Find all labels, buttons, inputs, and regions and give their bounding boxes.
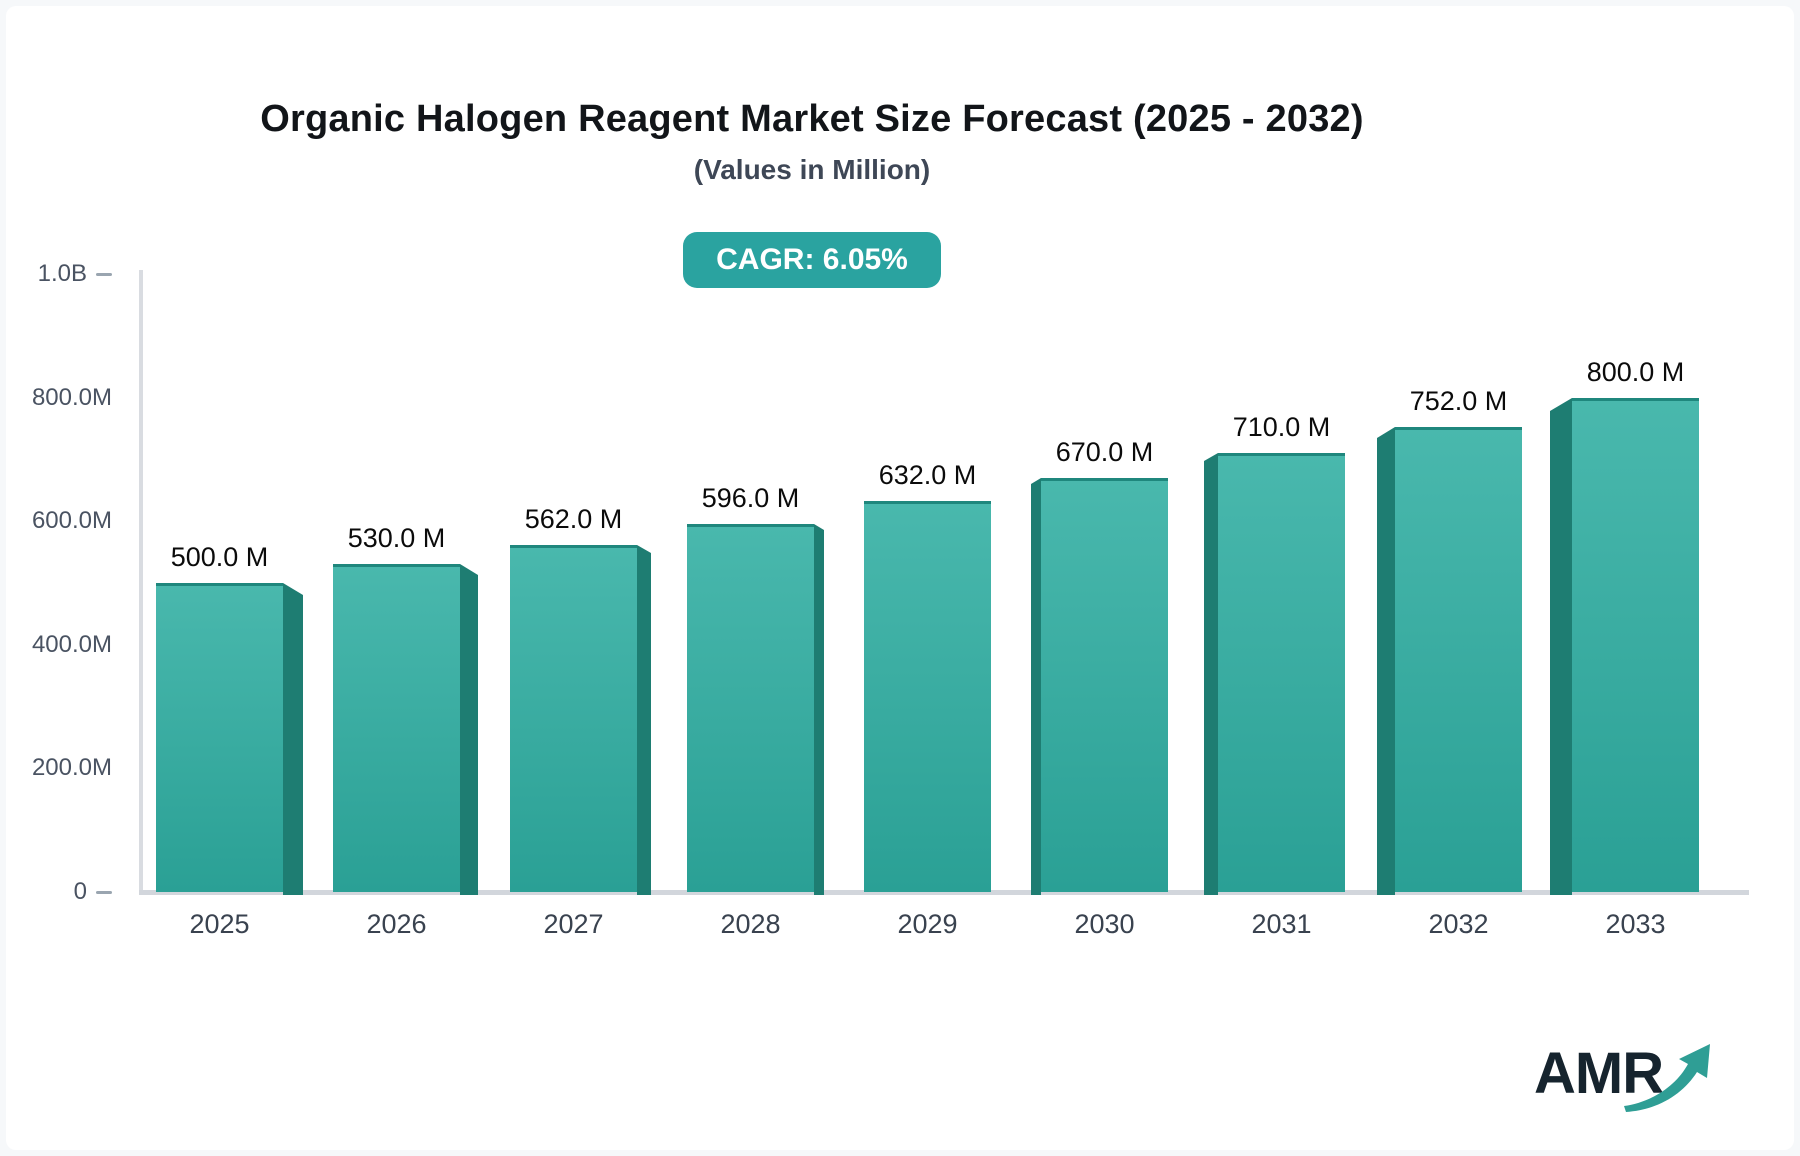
y-axis-line — [139, 270, 143, 895]
bar-value-label-2031: 710.0 M — [1232, 412, 1331, 442]
chart-stage: Organic Halogen Reagent Market Size Fore… — [6, 6, 1794, 1150]
bar-face-2026[interactable] — [333, 564, 460, 892]
y-axis-tick-1.0B: 1.0B — [6, 257, 112, 291]
bar-face-2027[interactable] — [510, 545, 637, 892]
y-axis-tick-label: 200.0M — [31, 754, 112, 782]
chart-card: Organic Halogen Reagent Market Size Fore… — [6, 6, 1794, 1150]
bar-value-label-2025: 500.0 M — [170, 542, 269, 572]
bar-side-2032 — [1377, 427, 1395, 895]
x-axis-label-2028: 2028 — [720, 909, 781, 939]
x-axis-label-2033: 2033 — [1605, 909, 1666, 939]
bar-face-2032[interactable] — [1395, 427, 1522, 892]
chart-title: Organic Halogen Reagent Market Size Fore… — [260, 98, 1364, 140]
bar-side-2031 — [1204, 453, 1218, 895]
y-axis-tick-label: 600.0M — [31, 507, 112, 535]
x-axis-label-2029: 2029 — [897, 909, 958, 939]
bar-face-2025[interactable] — [156, 583, 283, 892]
bar-value-label-2029: 632.0 M — [878, 460, 977, 490]
x-axis-label-2025: 2025 — [189, 909, 250, 939]
y-axis-tick-label: 1.0B — [37, 260, 87, 287]
y-axis-tick-800.0M: 800.0M — [6, 381, 112, 415]
bar-value-label-2028: 596.0 M — [701, 483, 800, 513]
amr-logo-text: AMR — [1534, 1041, 1664, 1106]
chart-header: Organic Halogen Reagent Market Size Fore… — [6, 6, 1618, 306]
bar-side-2028 — [814, 524, 824, 895]
x-axis-label-2027: 2027 — [543, 909, 604, 939]
x-axis-label-2031: 2031 — [1251, 909, 1312, 939]
bar-side-2033 — [1550, 398, 1572, 895]
y-axis-tick-label: 800.0M — [31, 383, 112, 411]
bar-side-2025 — [283, 583, 303, 895]
bar-face-2028[interactable] — [687, 524, 814, 892]
bar-value-label-2026: 530.0 M — [347, 523, 446, 553]
x-axis-line — [139, 890, 1749, 895]
bar-value-label-2030: 670.0 M — [1055, 437, 1154, 467]
bar-side-2027 — [637, 545, 651, 895]
y-axis-tick-200.0M: 200.0M — [6, 751, 112, 785]
bar-side-2030 — [1031, 478, 1041, 895]
bar-side-2026 — [460, 564, 478, 895]
x-axis-label-2026: 2026 — [366, 909, 427, 939]
y-axis-tick-600.0M: 600.0M — [6, 504, 112, 538]
x-axis-label-2030: 2030 — [1074, 909, 1135, 939]
y-axis-tick-400.0M: 400.0M — [6, 628, 112, 662]
y-axis-tick-mark — [96, 890, 112, 894]
bar-value-label-2033: 800.0 M — [1586, 357, 1685, 387]
y-axis-tick-mark — [96, 272, 112, 276]
bar-face-2033[interactable] — [1572, 398, 1699, 892]
bar-value-label-2027: 562.0 M — [524, 504, 623, 534]
bar-face-2029[interactable] — [864, 501, 991, 892]
y-axis-tick-0: 0 — [6, 875, 112, 909]
bar-value-label-2032: 752.0 M — [1409, 386, 1508, 416]
cagr-badge: CAGR: 6.05% — [683, 232, 941, 288]
x-axis-label-2032: 2032 — [1428, 909, 1489, 939]
chart-subtitle: (Values in Million) — [693, 154, 931, 185]
y-axis-tick-label: 0 — [73, 878, 87, 905]
cagr-badge-wrap: CAGR: 6.05% — [6, 232, 1618, 288]
bar-face-2031[interactable] — [1218, 453, 1345, 892]
amr-logo: AMR — [1534, 1034, 1784, 1126]
growth-arrow-icon — [1624, 1044, 1710, 1112]
bar-face-2030[interactable] — [1041, 478, 1168, 892]
y-axis-tick-label: 400.0M — [31, 630, 112, 658]
